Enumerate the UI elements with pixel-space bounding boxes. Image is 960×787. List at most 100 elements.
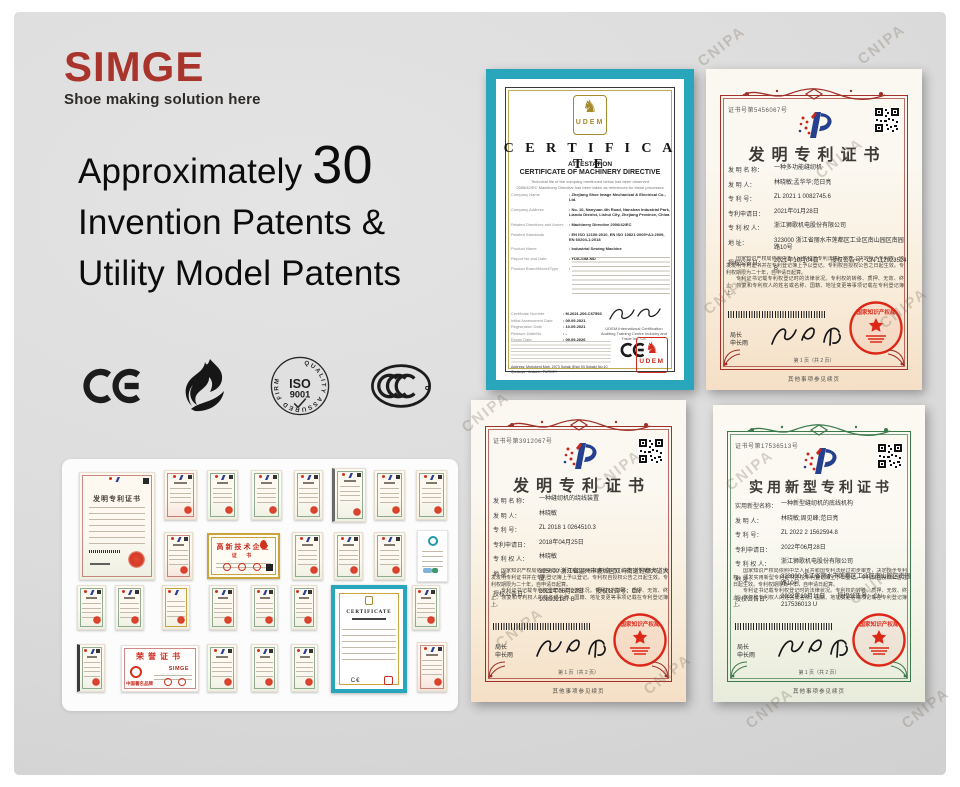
svg-text:国家知识产权局: 国家知识产权局: [859, 620, 899, 628]
famous-brand-mark: 中国著名品牌: [126, 681, 153, 686]
cnipa-mini-logo: [263, 590, 268, 595]
certificate-frame: [727, 431, 911, 682]
udem-goat-icon: ♞: [582, 97, 598, 117]
iso-mini-ring: [427, 536, 438, 546]
mini-cert-title: 发明专利证书: [93, 496, 141, 503]
udem-certificate-title: C E R T I F I C A T E: [503, 141, 677, 172]
cnipa-mini-logo: [128, 590, 133, 595]
udem-frame: [505, 87, 675, 372]
qr-mini: [354, 537, 358, 541]
cnipa-mini-logo: [388, 537, 393, 542]
barcode: [728, 311, 826, 318]
certificate-fields: 发 明 名 称： 一种缝纫机的绕线装置 发 明 人： 林晓敏 专 利 号： ZL…: [493, 496, 672, 610]
brand-logo: SIMGE Shoe making solution here: [64, 46, 261, 109]
collage-cert-thumbnail-green: [292, 532, 323, 580]
red-seal-mini: [310, 566, 318, 574]
qr-mini: [314, 475, 318, 479]
official-red-seal: 国家知识产权局: [852, 613, 906, 667]
collage-cert-thumbnail-large: 发明专利证书: [79, 472, 155, 580]
cnipa-mini-logo: [179, 475, 184, 480]
collage-cert-thumbnail-green: [251, 470, 282, 520]
qr-mini: [228, 590, 232, 594]
certificate-field-row: 专 利 权 人： 浙江狮歌机电股份有限公司: [735, 559, 854, 569]
page-indicator: 第 1 页（共 2 页）: [557, 670, 600, 676]
collage-cert-thumbnail-green: [291, 644, 318, 692]
collage-cert-thumbnail-green: [412, 585, 440, 630]
cnipa-mini-logo: [221, 475, 226, 480]
cnipa-mini-logo: [307, 475, 312, 480]
cnipa-mini-logo: [388, 475, 393, 480]
round-seal-icon: [130, 666, 142, 678]
certificate-field-row: 专 利 权 人： 浙江狮歌机电股份有限公司: [728, 223, 847, 233]
qr-mini: [184, 537, 188, 541]
director-block: 局长 申长雨: [495, 644, 513, 660]
red-seal-mini: [434, 506, 442, 514]
page-indicator: 第 1 页（共 2 页）: [793, 358, 835, 364]
udem-field-row: Company Name : Zhejiang Shoe Image Mecha…: [511, 192, 666, 203]
udem-red-logo-text: UDEM: [639, 358, 665, 365]
corner-flourish: [890, 661, 908, 679]
certificate-boilerplate: 国家知识产权局依照中华人民共和国专利法进行审查，决定授予专利权，颁发发明专利证书…: [726, 256, 904, 296]
red-seal-mini: [434, 678, 442, 686]
certificate-field-row: 发 明 人： 林晓敏;孟华华;范日亮: [728, 179, 832, 189]
red-seal-mini: [350, 566, 358, 574]
iso-9001-seal-icon: QUALITY ASSURED FIRM ISO 9001: [269, 355, 331, 417]
barcode: [735, 623, 833, 630]
qr-mini: [357, 473, 361, 477]
certificate-field-row: 发 明 人： 林晓敏: [493, 510, 558, 520]
red-seal-mini: [265, 678, 273, 686]
cnipa-mini-logo: [424, 590, 429, 595]
certificate-field-row: 地 址： 325000 浙江省温州市鹿城区双屿街道鞋都大道大厦: [493, 568, 669, 583]
corner-flourish: [651, 661, 669, 679]
qr-code: [877, 443, 903, 469]
collage-cert-thumbnail-green: [251, 644, 278, 692]
qr-mini: [431, 590, 435, 594]
red-seal-mini: [392, 506, 400, 514]
qr-mini: [396, 475, 400, 479]
red-seal-mini: [180, 566, 188, 574]
certificate-number: 证书号第17536513号: [735, 444, 799, 450]
qr-mini: [269, 590, 273, 594]
udem-meta-row: Expiry Date : 09.09.2026: [511, 337, 586, 343]
certificate-field-row: 实用新型名称： 一种新型缝纫机的底线机构: [735, 501, 854, 510]
red-seal-mini: [353, 508, 361, 516]
headline-line-3: Utility Model Patents: [78, 254, 402, 293]
certificate-field-row: 专 利 权 人： 林晓敏: [493, 554, 558, 564]
red-seal-mini: [184, 506, 192, 514]
flame-icon: [259, 540, 267, 549]
udem-intro: Technical file of the company mentioned …: [516, 179, 664, 190]
invention-patent-1-certificate: 证书号第5456067号 发明专利证书 发 明 名 称： 一种: [706, 69, 922, 390]
ce-mark-icon: [82, 365, 144, 407]
director-signature: [771, 327, 841, 346]
certificate-number: 证书号第3912067号: [493, 439, 553, 445]
udem-logo-text: UDEM: [575, 119, 605, 126]
cnipa-mini-logo: [303, 649, 308, 654]
certificate-footnote: 其他事项参见续页: [792, 689, 845, 695]
red-seal-mini: [224, 678, 232, 686]
collage-cert-thumbnail-booklet2: [77, 644, 105, 692]
qr-mini: [269, 649, 273, 653]
collage-cert-thumbnail-green: [291, 585, 317, 630]
certificate-boilerplate: 国家知识产权局依照中华人民共和国专利法经过初步审查，决定授予专利权，颁发实用新型…: [733, 568, 907, 608]
udem-meta-row: Registration Date : 10.09.2021: [511, 324, 586, 330]
collage-cert-thumbnail-booklet: [332, 468, 366, 522]
qr-mini: [143, 478, 149, 484]
barcode-mini: [88, 550, 120, 553]
director-signature: [536, 639, 606, 658]
headline-number: 30: [312, 135, 373, 195]
director-name: 申长雨: [495, 653, 514, 659]
certificate-frame: [720, 95, 908, 370]
certificate-field-row: 专 利 号： ZL 2022 2 1562594.8: [735, 530, 838, 540]
corner-flourish: [887, 349, 905, 367]
iso-center-number: 9001: [289, 390, 309, 400]
certificate-field-row: 专 利 号： ZL 2018 1 0264510.3: [493, 525, 596, 535]
qr-mini: [309, 649, 313, 653]
cnipa-mini-logo: [430, 647, 435, 652]
certificate-field-row: 专利申请日： 2022年06月28日: [735, 544, 826, 554]
ornamental-flourish: [742, 88, 886, 101]
certification-marks: QUALITY ASSURED FIRM ISO 9001: [82, 350, 434, 422]
collage-cert-thumbnail-green: [115, 585, 144, 630]
collage-cert-thumbnail-iso: [417, 530, 448, 582]
collage-cert-thumbnail-udem: CERTIFICATE C€: [331, 585, 407, 693]
